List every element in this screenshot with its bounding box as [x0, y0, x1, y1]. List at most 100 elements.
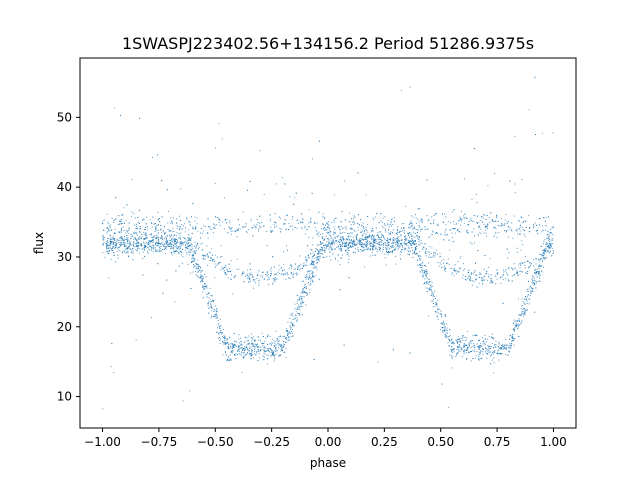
data-point [409, 250, 411, 252]
data-point [296, 227, 298, 229]
data-point [127, 239, 129, 241]
data-point [258, 270, 260, 272]
data-point [413, 242, 415, 244]
data-point [343, 241, 345, 243]
data-point [503, 348, 505, 350]
data-point [327, 246, 328, 247]
data-point [172, 241, 174, 243]
data-point [371, 237, 373, 239]
data-point [224, 273, 226, 275]
data-point [178, 253, 180, 254]
data-point [241, 344, 243, 346]
data-point [455, 339, 457, 341]
data-point [312, 261, 314, 263]
data-point [387, 243, 389, 245]
data-point [475, 278, 477, 280]
data-point [310, 248, 312, 250]
data-point [272, 338, 274, 340]
data-point [324, 238, 326, 240]
data-point [379, 237, 381, 238]
data-point [516, 323, 518, 325]
data-point [314, 265, 316, 267]
data-point [112, 247, 114, 249]
data-point [387, 239, 389, 241]
data-point [443, 330, 445, 332]
data-point [303, 264, 305, 266]
data-point [453, 228, 455, 230]
data-point [474, 269, 476, 271]
data-point [529, 264, 531, 266]
data-point [375, 245, 377, 247]
data-point [147, 251, 148, 252]
data-point [293, 273, 295, 275]
data-point [342, 243, 344, 244]
data-point [459, 267, 461, 269]
data-point [144, 238, 146, 240]
data-point [426, 179, 428, 181]
data-point [261, 332, 263, 334]
data-point [508, 347, 510, 349]
data-point [247, 349, 249, 351]
data-point [179, 225, 181, 227]
data-point [388, 247, 390, 249]
data-point [230, 231, 232, 232]
data-point [264, 346, 266, 348]
data-point [193, 266, 194, 268]
data-point [359, 240, 361, 242]
data-point [350, 245, 351, 247]
data-point [319, 244, 321, 246]
data-point [307, 271, 309, 273]
data-point [263, 350, 265, 351]
data-point [109, 226, 111, 228]
data-point [301, 302, 303, 304]
data-point [300, 296, 302, 298]
data-point [175, 250, 177, 252]
data-point [195, 270, 196, 272]
data-point [487, 185, 489, 187]
data-point [224, 272, 226, 273]
data-point [431, 247, 433, 249]
data-point [481, 280, 483, 282]
data-point [296, 319, 298, 321]
data-point [146, 235, 148, 237]
data-point [421, 271, 423, 273]
data-point [266, 354, 268, 356]
data-point [234, 340, 236, 342]
data-point [292, 274, 294, 276]
data-point [420, 263, 422, 265]
data-point [220, 330, 222, 332]
data-point [125, 248, 127, 250]
data-point [395, 244, 397, 246]
data-point [389, 223, 391, 225]
data-point [359, 240, 360, 242]
data-point [286, 215, 288, 216]
data-point [188, 239, 190, 241]
data-point [331, 243, 333, 245]
data-point [164, 246, 166, 248]
data-point [228, 268, 230, 269]
data-point [216, 317, 218, 318]
data-point [223, 271, 225, 273]
data-point [122, 244, 124, 246]
data-point [281, 349, 283, 351]
data-point [194, 265, 196, 267]
data-point [229, 358, 231, 359]
data-point [298, 265, 300, 267]
data-point [179, 227, 181, 229]
data-point [535, 134, 536, 135]
data-point [373, 245, 375, 246]
data-point [121, 215, 123, 216]
data-point [170, 217, 172, 219]
data-point [488, 217, 490, 219]
data-point [260, 227, 262, 228]
data-point [285, 336, 287, 338]
data-point [403, 243, 405, 245]
data-point [178, 246, 179, 247]
data-point [132, 245, 134, 247]
data-point [151, 222, 153, 224]
data-point [379, 231, 381, 233]
data-point [308, 209, 310, 211]
data-point [207, 292, 209, 294]
data-point [489, 355, 491, 357]
data-point [106, 241, 108, 242]
